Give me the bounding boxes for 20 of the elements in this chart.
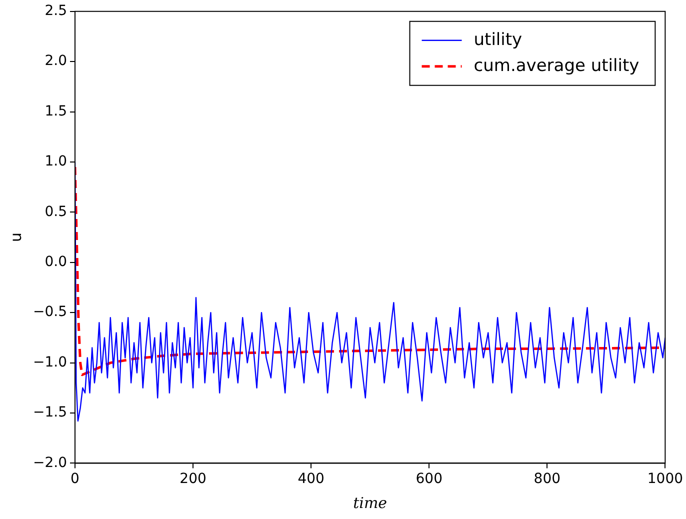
y-tick-label: 1.0 [44,154,67,170]
y-tick-label: −1.5 [32,404,67,421]
x-tick-label: 400 [298,471,324,488]
x-tick-label: 600 [416,471,442,488]
legend-label: utility [474,30,522,50]
x-tick-label: 0 [70,471,80,488]
y-tick-label: 1.5 [44,103,67,120]
y-tick-label: −0.5 [32,304,67,320]
y-tick-label: 0.5 [44,204,67,220]
y-tick-label: 2.5 [44,3,67,20]
x-axis-title: time [353,494,388,512]
x-tick-label: 800 [534,471,561,488]
x-tick-label: 1000 [647,471,684,488]
y-tick-label: −1.0 [32,354,67,370]
y-tick-label: 0.0 [44,254,67,270]
y-tick-label: −2.0 [32,454,67,471]
x-tick-label: 200 [180,471,206,488]
legend-label: cum.average utility [474,56,640,76]
y-axis-title: u [6,232,25,242]
y-tick-label: 2.0 [44,53,67,70]
